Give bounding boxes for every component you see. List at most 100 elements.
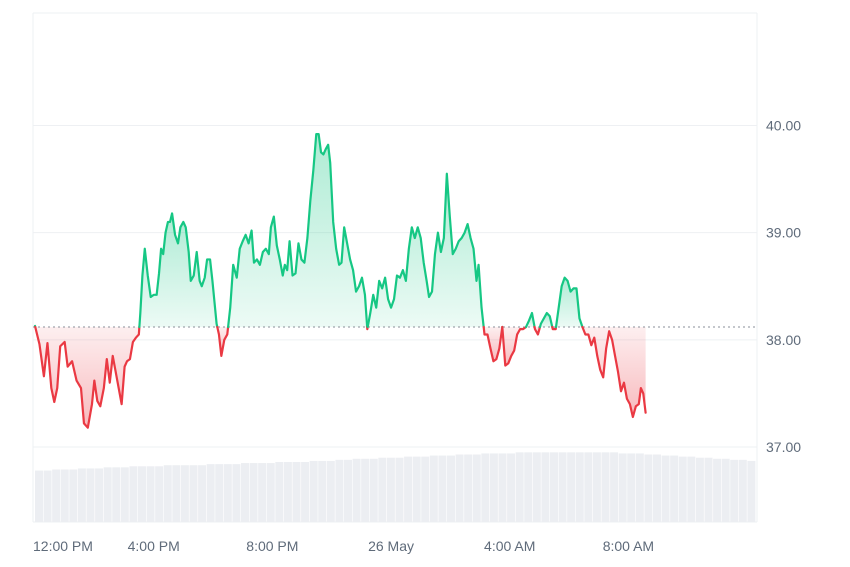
line-segment-down xyxy=(501,325,528,367)
line-segment-down xyxy=(533,325,542,336)
volume-bar xyxy=(155,466,164,522)
volume-bar xyxy=(713,458,722,522)
volume-bar xyxy=(592,452,601,522)
volume-bar xyxy=(77,468,86,522)
volume-bar xyxy=(163,465,172,522)
volume-bar xyxy=(412,456,421,522)
volume-bar xyxy=(138,466,146,522)
volume-bar xyxy=(695,457,704,522)
volume-bar xyxy=(584,452,593,522)
volume-bar xyxy=(112,467,121,522)
volume-bar xyxy=(455,454,464,522)
volume-bar xyxy=(421,456,430,522)
line-segment-up xyxy=(554,276,584,329)
x-tick-label: 4:00 PM xyxy=(128,538,180,554)
volume-bar xyxy=(223,464,232,522)
volume-bar xyxy=(309,460,318,522)
volume-bar xyxy=(653,454,661,522)
volume-bar xyxy=(266,463,275,522)
volume-bar xyxy=(258,463,267,522)
volume-bar xyxy=(129,466,138,522)
y-tick-label: 39.00 xyxy=(766,225,801,241)
volume-bar xyxy=(601,452,610,522)
line-segment-up xyxy=(227,132,369,329)
volume-bar xyxy=(687,456,696,522)
volume-bar xyxy=(644,454,653,522)
price-line xyxy=(33,132,647,429)
volume-bar xyxy=(386,457,395,522)
area-below-baseline xyxy=(35,326,140,428)
volume-bar xyxy=(249,463,258,522)
line-segment-up xyxy=(538,311,554,329)
line-segment-down xyxy=(482,325,504,363)
volume-bar xyxy=(189,465,198,522)
volume-bar xyxy=(429,455,438,522)
volume-bar xyxy=(404,456,413,522)
x-tick-label: 12:00 PM xyxy=(33,538,93,554)
volume-bar xyxy=(318,460,327,522)
price-area xyxy=(35,134,646,428)
x-tick-label: 8:00 PM xyxy=(246,538,298,554)
volume-bar xyxy=(438,455,447,522)
volume-bar xyxy=(172,465,181,522)
y-axis: 37.00 38.00 39.00 40.00 xyxy=(766,118,801,455)
volume-bar xyxy=(275,461,284,522)
volume-bar xyxy=(301,461,310,522)
line-segment-up xyxy=(366,172,485,329)
volume-bar xyxy=(481,453,490,522)
area-below-baseline xyxy=(582,326,646,417)
volume-bar xyxy=(369,458,378,522)
volume-bar xyxy=(232,464,241,522)
volume-bar xyxy=(575,452,584,522)
line-segment-down xyxy=(216,325,230,358)
volume-bar xyxy=(558,452,567,522)
volume-bar xyxy=(378,457,387,522)
x-tick-label: 4:00 AM xyxy=(484,538,535,554)
volume-bar xyxy=(515,452,524,522)
volume-bar xyxy=(507,453,516,522)
volume-bar xyxy=(86,468,95,522)
volume-bar xyxy=(567,452,576,522)
volume-bar xyxy=(618,453,627,522)
volume-bar xyxy=(489,453,498,522)
volume-bar xyxy=(738,459,747,522)
volume-bar xyxy=(550,452,558,522)
volume-bar xyxy=(198,465,207,522)
volume-bar xyxy=(670,455,679,522)
volume-bar xyxy=(52,469,61,522)
volume-bar xyxy=(206,464,215,522)
volume-bar xyxy=(69,469,78,522)
line-segment-up xyxy=(138,212,219,329)
volume-bar xyxy=(35,470,43,522)
volume-bar xyxy=(661,455,670,522)
volume-bar xyxy=(704,457,713,522)
volume-bar xyxy=(730,459,739,522)
volume-bar xyxy=(283,461,292,522)
volume-bar xyxy=(146,466,155,522)
line-segment-down xyxy=(34,325,141,429)
volume-bar xyxy=(95,468,104,522)
volume-bar xyxy=(464,454,473,522)
volume-bar xyxy=(524,452,533,522)
y-tick-label: 37.00 xyxy=(766,439,801,455)
volume-bar xyxy=(541,452,550,522)
volume-bar xyxy=(120,467,129,522)
area-above-baseline xyxy=(228,134,368,327)
x-axis: 12:00 PM 4:00 PM 8:00 PM 26 May 4:00 AM … xyxy=(33,538,654,554)
volume-bar xyxy=(292,461,301,522)
volume-bar xyxy=(103,467,112,522)
y-tick-label: 38.00 xyxy=(766,332,801,348)
volume-bar xyxy=(326,460,335,522)
volume-bar xyxy=(215,464,224,522)
volume-bar xyxy=(532,452,541,522)
volume-bar xyxy=(472,454,481,522)
volume-bar xyxy=(180,465,189,522)
volume-bar xyxy=(678,456,687,522)
volume-bar xyxy=(361,458,370,522)
y-tick-label: 40.00 xyxy=(766,118,801,134)
volume-bar xyxy=(498,453,507,522)
area-above-baseline xyxy=(139,213,218,327)
volume-bar xyxy=(335,459,344,522)
chart-grid xyxy=(32,12,758,523)
